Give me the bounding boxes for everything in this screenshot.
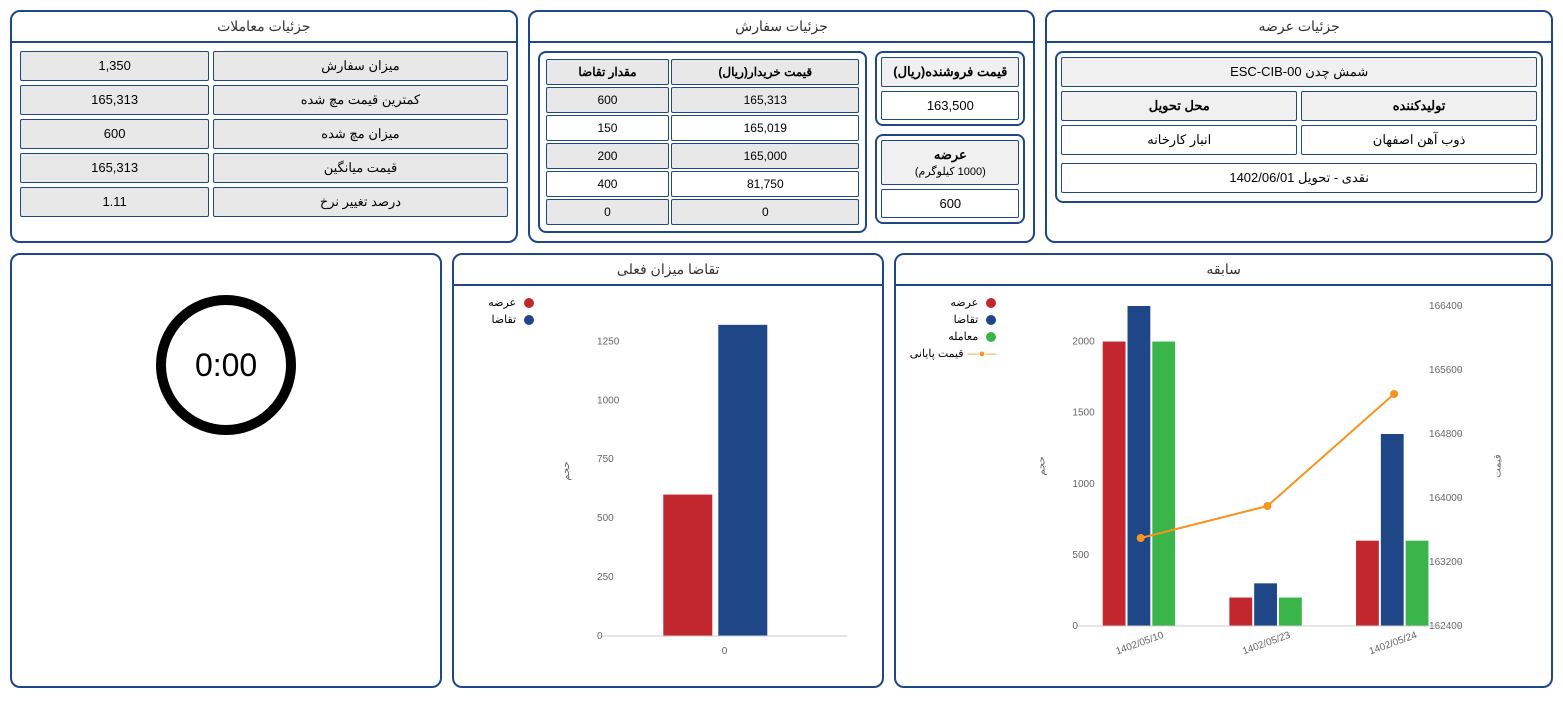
buyer-price-header: قیمت خریدار(ریال) [671, 59, 859, 85]
current-legend: عرضه تقاضا [464, 296, 534, 676]
timer-circle: 0:00 [156, 295, 296, 435]
buyer-price-cell: 81,750 [671, 171, 859, 197]
trans-value: 165,313 [20, 153, 209, 183]
trans-label: میزان سفارش [213, 51, 507, 81]
svg-text:1402/05/24: 1402/05/24 [1368, 630, 1419, 658]
svg-text:500: 500 [597, 513, 614, 524]
svg-text:1000: 1000 [597, 395, 620, 406]
demand-qty-cell: 200 [546, 143, 670, 169]
svg-text:1500: 1500 [1073, 408, 1096, 419]
trans-label: درصد تغییر نرخ [213, 187, 507, 217]
settlement-value: نقدی - تحویل 1402/06/01 [1061, 163, 1537, 193]
product-name: شمش چدن ESC-CIB-00 [1061, 57, 1537, 87]
demand-qty-cell: 400 [546, 171, 670, 197]
trans-value: 600 [20, 119, 209, 149]
order-title: جزئیات سفارش [530, 12, 1034, 41]
svg-text:1250: 1250 [597, 336, 620, 347]
svg-text:حجم: حجم [1037, 456, 1048, 475]
svg-text:250: 250 [597, 572, 614, 583]
svg-text:حجم: حجم [561, 461, 572, 480]
timer-value: 0:00 [195, 347, 257, 384]
offer-label: عرضه (1000 کیلوگرم) [881, 140, 1019, 185]
current-panel: تقاضا میزان فعلی 0250500750100012500حجم … [452, 253, 884, 688]
trans-label: قیمت میانگین [213, 153, 507, 183]
buyer-table: قیمت خریدار(ریال) مقدار تقاضا 165,313600… [538, 51, 868, 233]
timer-panel: 0:00 [10, 253, 442, 688]
trans-value: 1.11 [20, 187, 209, 217]
transactions-title: جزئیات معاملات [12, 12, 516, 41]
order-panel: جزئیات سفارش قیمت فروشنده(ریال) 163,500 … [528, 10, 1036, 243]
transaction-row: میزان سفارش1,350 [20, 51, 508, 81]
transaction-row: قیمت میانگین165,313 [20, 153, 508, 183]
trans-value: 1,350 [20, 51, 209, 81]
transaction-row: کمترین قیمت مچ شده165,313 [20, 85, 508, 115]
buyer-price-cell: 165,019 [671, 115, 859, 141]
svg-text:500: 500 [1073, 550, 1090, 561]
demand-qty-cell: 150 [546, 115, 670, 141]
buyer-price-cell: 0 [671, 199, 859, 225]
current-chart: 0250500750100012500حجم [542, 296, 872, 676]
buyer-price-cell: 165,313 [671, 87, 859, 113]
transaction-row: درصد تغییر نرخ1.11 [20, 187, 508, 217]
producer-label: تولیدکننده [1301, 91, 1537, 121]
trans-label: میزان مچ شده [213, 119, 507, 149]
history-chart: 0500100015002000162400163200164000164800… [1004, 296, 1541, 676]
offer-qty-value: 600 [881, 189, 1019, 218]
svg-text:2000: 2000 [1073, 337, 1096, 348]
svg-text:0: 0 [722, 646, 728, 657]
history-title: سابقه [896, 255, 1551, 284]
buyer-price-cell: 165,000 [671, 143, 859, 169]
svg-text:1000: 1000 [1073, 479, 1096, 490]
demand-qty-header: مقدار تقاضا [546, 59, 670, 85]
order-row: 165,019150 [546, 115, 860, 141]
svg-text:750: 750 [597, 454, 614, 465]
svg-text:1402/05/23: 1402/05/23 [1241, 630, 1292, 658]
supply-panel: جزئیات عرضه شمش چدن ESC-CIB-00 تولیدکنند… [1045, 10, 1553, 243]
order-row: 81,750400 [546, 171, 860, 197]
top-row: جزئیات عرضه شمش چدن ESC-CIB-00 تولیدکنند… [10, 10, 1553, 243]
delivery-place-label: محل تحویل [1061, 91, 1297, 121]
svg-text:1402/05/10: 1402/05/10 [1115, 630, 1166, 658]
history-panel: سابقه 0500100015002000162400163200164000… [894, 253, 1553, 688]
supply-title: جزئیات عرضه [1047, 12, 1551, 41]
current-title: تقاضا میزان فعلی [454, 255, 882, 284]
trans-label: کمترین قیمت مچ شده [213, 85, 507, 115]
demand-qty-cell: 0 [546, 199, 670, 225]
seller-price-label: قیمت فروشنده(ریال) [881, 57, 1019, 87]
transaction-row: میزان مچ شده600 [20, 119, 508, 149]
order-row: 165,313600 [546, 87, 860, 113]
svg-text:قیمت: قیمت [1493, 454, 1504, 478]
transactions-panel: جزئیات معاملات میزان سفارش1,350کمترین قی… [10, 10, 518, 243]
trans-value: 165,313 [20, 85, 209, 115]
bottom-row: سابقه 0500100015002000162400163200164000… [10, 253, 1553, 688]
seller-price-value: 163,500 [881, 91, 1019, 120]
producer-value: ذوب آهن اصفهان [1301, 125, 1537, 155]
delivery-place-value: انبار کارخانه [1061, 125, 1297, 155]
order-row: 165,000200 [546, 143, 860, 169]
history-legend: عرضه تقاضا معامله —●—قیمت پایانی [906, 296, 996, 676]
order-row: 00 [546, 199, 860, 225]
demand-qty-cell: 600 [546, 87, 670, 113]
